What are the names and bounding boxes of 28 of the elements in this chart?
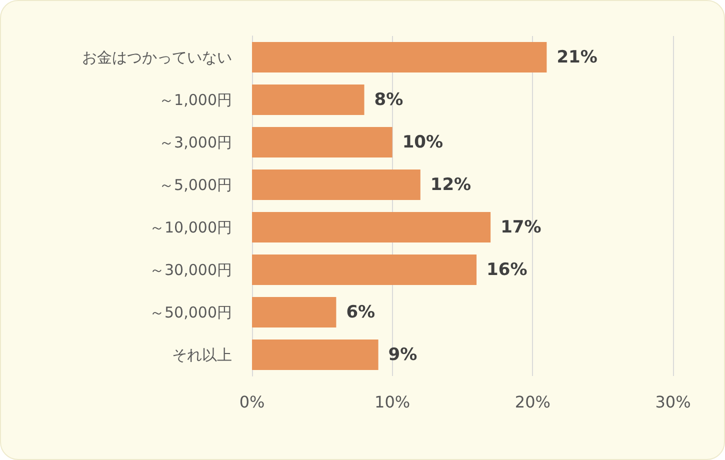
bar — [252, 339, 378, 370]
y-tick-label: ～30,000円 — [150, 260, 232, 279]
data-label: 12% — [430, 174, 472, 195]
y-tick-label: ～50,000円 — [150, 303, 232, 322]
x-tick-label: 0% — [239, 392, 265, 412]
data-label: 6% — [346, 302, 376, 322]
y-tick-label: ～10,000円 — [150, 218, 232, 236]
data-label: 16% — [486, 260, 528, 280]
data-label: 8% — [374, 90, 404, 110]
y-tick-label: ～3,000円 — [159, 133, 232, 152]
bar — [252, 254, 477, 286]
bar — [252, 84, 364, 116]
x-tick-label: 10% — [374, 392, 410, 412]
bar — [252, 126, 392, 158]
data-label: 21% — [556, 47, 598, 68]
data-label: 10% — [402, 132, 444, 152]
data-label: 9% — [388, 344, 418, 365]
x-tick-label: 20% — [514, 392, 550, 412]
data-label: 17% — [500, 217, 542, 238]
bar — [252, 169, 420, 200]
y-tick-label: それ以上 — [172, 346, 232, 364]
bar — [252, 42, 547, 73]
y-tick-label: お金はつかっていない — [82, 48, 232, 66]
y-tick-label: ～5,000円 — [159, 176, 232, 194]
bar — [252, 296, 336, 328]
bar — [252, 212, 491, 243]
x-tick-label: 30% — [655, 392, 691, 412]
y-tick-label: ～1,000円 — [159, 90, 232, 109]
